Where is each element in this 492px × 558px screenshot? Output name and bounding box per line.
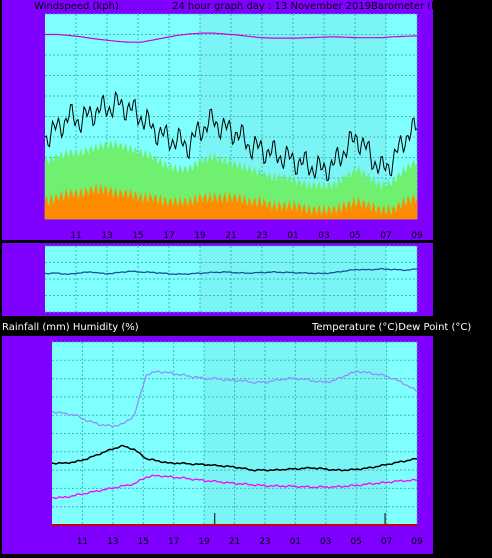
rain-humidity-axis-title: Rainfall (mm) Humidity (%) [2,322,139,333]
temp-x-tick-label: 23 [259,537,270,547]
temp-x-tick-label: 21 [229,537,240,547]
temp-x-tick-label: 05 [350,537,361,547]
wind-plot: 11 13 15 17 19 21 23 01 03 05 07 09 [44,13,423,241]
temp-x-tick-label: 03 [320,537,331,547]
wind-x-tick-label: 21 [225,231,236,241]
barometer-series [45,32,417,43]
dewpoint-series [52,474,417,500]
wind-low-series [44,184,418,220]
temp-x-tick-label: 01 [290,537,301,547]
temperature-series [52,444,418,472]
wind-x-tick-label: 15 [132,231,143,241]
temp-x-tick-label: 15 [138,537,149,547]
wind-x-tick-label: 13 [101,231,112,241]
temp-x-tick-label: 11 [77,537,88,547]
wind-left-axis-title: Windspeed (kph) [34,1,119,12]
humidity-series [51,370,418,428]
baro-axis-title: Barometer (hpa) [371,1,454,12]
direction-series [45,267,418,276]
wind-x-tick-label: 17 [163,231,174,241]
temp-plot: 11 13 15 17 19 21 23 01 03 05 07 09 [51,341,423,547]
temp-x-tick-label: 17 [168,537,179,547]
temp-x-tick-label: 09 [411,537,423,547]
temp-night-band [204,342,387,525]
temp-dewpoint-axis-title: Temperature (°C)Dew Point (°C) [311,322,471,333]
wind-x-tick-label: 05 [349,231,360,241]
wind-average-series [44,139,418,220]
wind-x-tick-label: 03 [318,231,329,241]
wind-x-tick-label: 11 [70,231,81,241]
wind-x-tick-label: 07 [380,231,391,241]
temp-x-tick-label: 07 [381,537,392,547]
wind-x-tick-label: 23 [256,231,267,241]
wind-x-tick-label: 09 [411,231,423,241]
wind-gust-series [44,90,418,182]
direction-plot [45,245,418,313]
temp-x-tick-label: 13 [107,537,118,547]
temp-x-tick-label: 19 [198,537,210,547]
wind-chart-title: 24 hour graph day : 13 November 2019 [172,1,371,12]
wind-x-tick-label: 01 [287,231,298,241]
wind-x-tick-label: 19 [194,231,206,241]
